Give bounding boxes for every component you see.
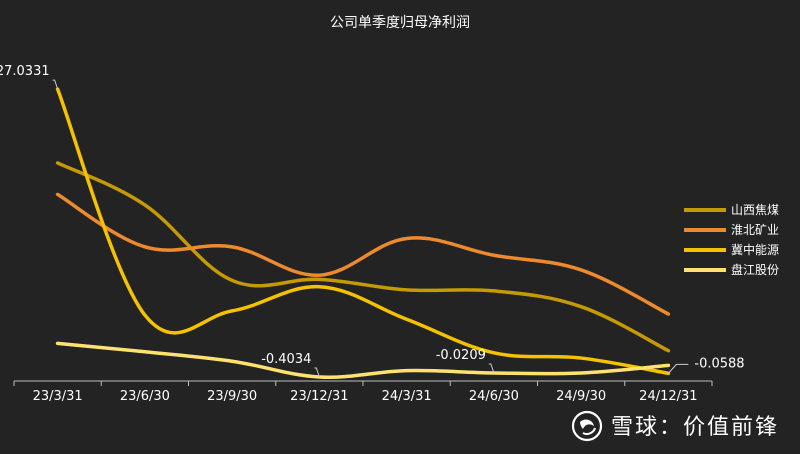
x-tick-label: 24/6/30 [469, 389, 519, 404]
chart-title: 公司单季度归母净利润 [330, 14, 470, 31]
annotation-label-0: 27.0331 [0, 64, 50, 79]
annotations: 27.0331 -0.4034 -0.0209 -0.0588 [0, 64, 745, 378]
watermark-text: 雪球：价值前锋 [611, 415, 779, 440]
annotation-leader-3 [668, 363, 689, 374]
annotation-leader-1 [314, 367, 320, 378]
series-line-3 [55, 341, 671, 379]
legend-label-0: 山西焦煤 [731, 203, 779, 217]
series-layer [55, 87, 671, 379]
x-tick-label: 23/6/30 [120, 389, 170, 404]
watermark: 雪球：价值前锋 [571, 410, 779, 442]
x-tick-label: 23/12/31 [290, 389, 348, 404]
annotation-leader-2 [488, 363, 495, 374]
annotation-leader-0 [52, 79, 59, 90]
x-tick-label: 23/3/31 [33, 389, 83, 404]
x-tick-label: 24/3/31 [382, 389, 432, 404]
series-line-0 [55, 161, 671, 353]
x-axis: 23/3/31 23/6/30 23/9/30 23/12/31 24/3/31 24/6… [13, 381, 713, 404]
legend-label-3: 盘江股份 [731, 262, 779, 277]
legend-label-2: 冀中能源 [731, 242, 779, 257]
x-tick-label: 24/9/30 [556, 389, 606, 404]
annotation-label-3: -0.0588 [694, 356, 744, 371]
x-tick-label: 23/9/30 [207, 389, 257, 404]
annotation-label-1: -0.4034 [261, 352, 311, 367]
legend-label-1: 淮北矿业 [731, 223, 779, 237]
series-line-2 [55, 87, 671, 376]
annotation-label-2: -0.0209 [436, 348, 486, 363]
series-line-1 [55, 192, 671, 316]
x-tick-label: 24/12/31 [639, 389, 697, 404]
snowball-logo-icon [571, 410, 603, 442]
